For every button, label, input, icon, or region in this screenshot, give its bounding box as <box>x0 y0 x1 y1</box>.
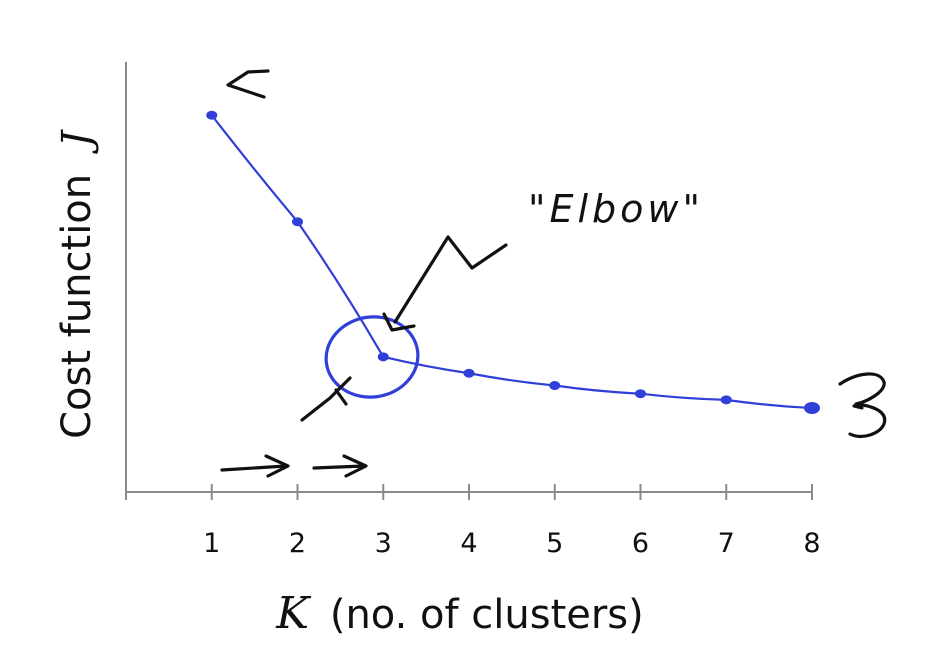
data-point <box>804 402 820 415</box>
elbow-small-mark <box>300 376 352 422</box>
series-layer <box>206 110 820 415</box>
x-tick-label: 3 <box>375 528 392 559</box>
end-scribble-mark <box>838 372 887 438</box>
x-axis-title: K (no. of clusters) <box>275 588 644 639</box>
data-point <box>206 110 218 120</box>
y-axis-title-symbol: J <box>54 129 100 154</box>
data-point <box>635 389 646 399</box>
data-point <box>720 395 732 405</box>
right-arrow-1 <box>220 454 290 478</box>
x-tick-label: 5 <box>546 528 563 559</box>
x-ticks: 1 2 3 4 5 6 7 8 <box>125 484 821 559</box>
start-arrow-mark <box>226 69 270 99</box>
data-point <box>549 381 561 391</box>
elbow-pointer-arrow <box>382 235 508 332</box>
data-point <box>377 352 389 362</box>
x-tick-label: 1 <box>203 528 220 559</box>
elbow-label: "Elbow" <box>528 187 704 231</box>
x-tick-label: 2 <box>289 528 306 559</box>
y-axis-title-text: Cost function <box>54 174 100 439</box>
x-tick-label: 6 <box>632 528 649 559</box>
x-tick-label: 4 <box>460 528 477 559</box>
data-point <box>463 368 475 378</box>
x-tick-label: 7 <box>718 528 735 559</box>
handwritten-annotations: "Elbow" <box>220 69 887 478</box>
x-axis-title-symbol: K <box>275 588 311 639</box>
y-axis-title: Cost function J <box>54 129 100 439</box>
right-arrow-2 <box>312 454 368 478</box>
data-point <box>292 217 303 227</box>
elbow-circle <box>324 315 420 399</box>
series-line <box>210 114 813 410</box>
x-tick-label: 8 <box>803 528 820 559</box>
x-axis-title-text: (no. of clusters) <box>330 592 644 638</box>
